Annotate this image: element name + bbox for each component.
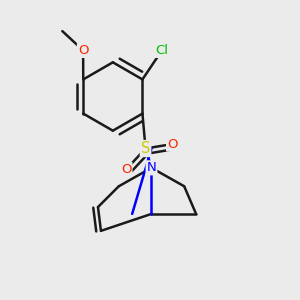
Text: S: S [141,141,150,156]
Text: Cl: Cl [155,44,168,57]
Text: N: N [147,161,156,174]
Text: O: O [121,163,131,176]
Text: O: O [167,138,178,151]
Text: O: O [78,44,88,57]
